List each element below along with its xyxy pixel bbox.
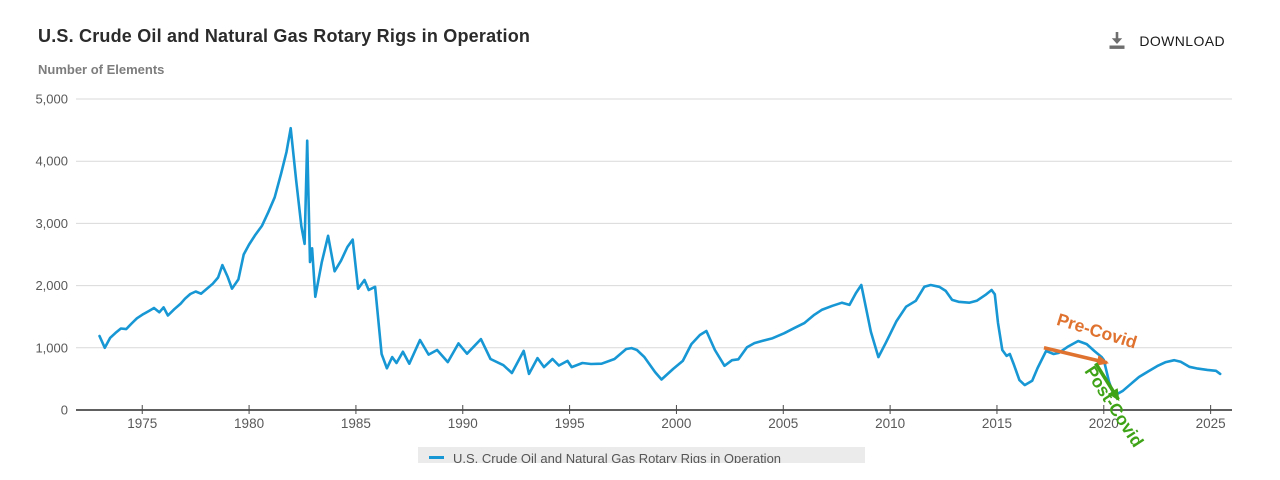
chart-legend: U.S. Crude Oil and Natural Gas Rotary Ri… [418, 447, 865, 463]
x-axis-tick-label: 1985 [341, 416, 371, 431]
download-button[interactable]: DOWNLOAD [1107, 31, 1225, 50]
x-axis-tick-label: 2020 [1089, 416, 1119, 431]
x-axis-tick-label: 2005 [768, 416, 798, 431]
y-axis-title: Number of Elements [38, 62, 165, 77]
post-covid-arrow [1094, 362, 1120, 402]
y-axis-tick-label: 1,000 [35, 340, 68, 355]
legend-line-swatch [429, 456, 444, 459]
y-axis-tick-label: 4,000 [35, 154, 68, 169]
y-axis-tick-label: 0 [61, 403, 68, 418]
x-axis-tick-label: 1975 [127, 416, 157, 431]
page-title: U.S. Crude Oil and Natural Gas Rotary Ri… [38, 26, 531, 46]
download-label: DOWNLOAD [1139, 32, 1225, 49]
x-axis-tick-label: 2010 [875, 416, 905, 431]
y-axis-tick-label: 3,000 [35, 216, 68, 231]
x-axis-tick-label: 2015 [982, 416, 1012, 431]
rig-count-line [98, 126, 1222, 396]
x-axis-tick-label: 1990 [448, 416, 478, 431]
post-covid-annotation-label: Post-Covid [1081, 362, 1148, 450]
x-axis-tick-label: 2000 [661, 416, 691, 431]
pre-covid-arrow [1043, 346, 1109, 366]
legend-label: U.S. Crude Oil and Natural Gas Rotary Ri… [453, 451, 782, 463]
y-axis-tick-label: 5,000 [35, 92, 68, 107]
x-axis-tick-label: 1995 [555, 416, 585, 431]
x-axis-tick-label: 1980 [234, 416, 264, 431]
y-axis-tick-label: 2,000 [35, 278, 68, 293]
download-icon [1107, 31, 1127, 50]
x-axis-tick-label: 2025 [1196, 416, 1226, 431]
